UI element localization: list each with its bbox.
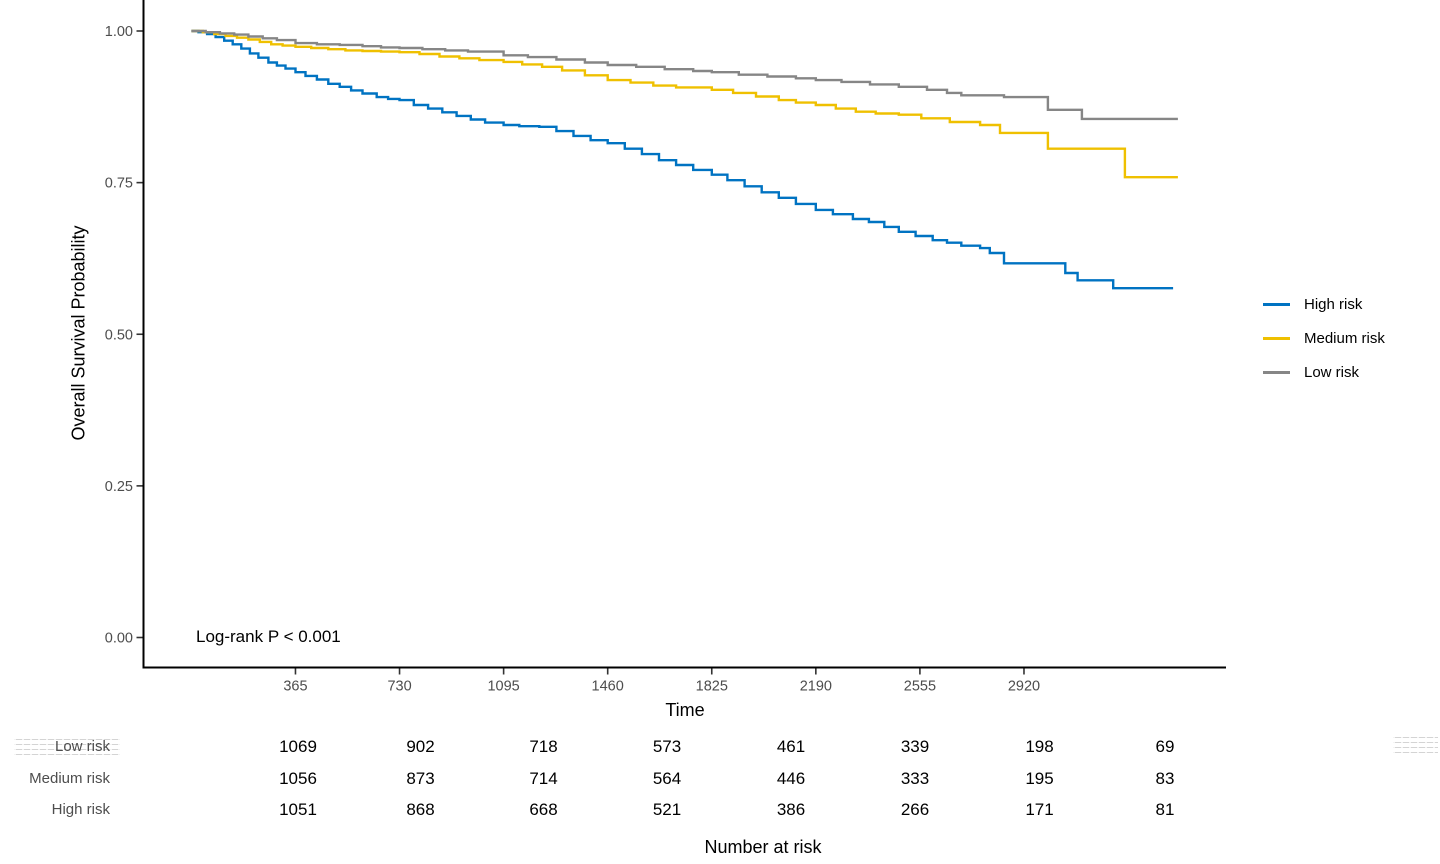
- risk-count: 198: [1025, 737, 1054, 756]
- logrank-annotation: Log-rank P < 0.001: [196, 627, 341, 646]
- x-tick-label: 2555: [904, 679, 936, 695]
- legend-item-low-risk: Low risk: [1263, 355, 1385, 389]
- risk-count: 573: [652, 737, 682, 756]
- x-tick-label: 1460: [592, 679, 624, 695]
- x-tick-label: 730: [387, 679, 411, 695]
- risk-row-label-medium-risk: Medium risk: [29, 769, 110, 787]
- selection-artifact-left: [14, 739, 120, 758]
- y-tick-label: 0.75: [105, 176, 133, 192]
- risk-count: 668: [529, 799, 558, 819]
- legend-item-medium-risk: Medium risk: [1263, 321, 1385, 355]
- legend-swatch: [1263, 302, 1290, 306]
- risk-count: 69: [1155, 737, 1175, 756]
- risk-count: 1056: [279, 768, 317, 788]
- risk-table-title: Number at risk: [704, 837, 822, 857]
- risk-count: 1051: [279, 799, 317, 819]
- risk-count: 714: [529, 768, 558, 788]
- risk-count: 333: [900, 768, 930, 788]
- legend: High risk Medium risk Low risk: [1263, 287, 1385, 389]
- risk-count: 171: [1025, 799, 1054, 819]
- risk-count: 81: [1155, 799, 1175, 819]
- risk-count: 83: [1155, 768, 1175, 788]
- y-tick-label: 1.00: [105, 24, 133, 40]
- risk-count: 266: [900, 799, 930, 819]
- legend-label: Low risk: [1304, 363, 1360, 381]
- risk-count: 446: [776, 768, 806, 788]
- legend-swatch: [1263, 370, 1290, 374]
- risk-count: 195: [1025, 768, 1054, 788]
- y-tick-label: 0.25: [105, 479, 133, 495]
- risk-count: 718: [529, 737, 558, 756]
- selection-artifact-right: [1393, 737, 1438, 756]
- legend-label: Medium risk: [1304, 329, 1385, 347]
- risk-count: 521: [652, 799, 682, 819]
- x-tick-label: 365: [283, 679, 307, 695]
- legend-label: High risk: [1304, 295, 1363, 313]
- risk-row-label-low-risk: Low risk: [54, 738, 110, 755]
- x-tick-label: 1825: [696, 679, 728, 695]
- risk-count: 1069: [279, 737, 317, 756]
- km-curve-low-risk: [191, 29, 1178, 121]
- x-tick-label: 2190: [800, 679, 832, 695]
- km-curve-medium-risk: [191, 29, 1178, 179]
- risk-count: 868: [406, 799, 435, 819]
- y-tick-label: 0.50: [105, 327, 133, 343]
- risk-count: 339: [900, 737, 930, 756]
- risk-count: 873: [406, 768, 435, 788]
- x-tick-label: 1095: [487, 679, 519, 695]
- x-tick-label: 2920: [1008, 679, 1040, 695]
- risk-count: 461: [776, 737, 806, 756]
- y-tick-label: 0.00: [105, 631, 133, 647]
- risk-count: 564: [652, 768, 682, 788]
- y-axis-title: Overall Survival Probability: [68, 225, 89, 441]
- legend-item-high-risk: High risk: [1263, 287, 1385, 321]
- risk-row-label-high-risk: High risk: [51, 800, 110, 818]
- km-curve-high-risk: [191, 29, 1174, 290]
- x-axis-title: Time: [665, 700, 705, 720]
- risk-count: 902: [406, 737, 435, 756]
- risk-count: 386: [776, 799, 806, 819]
- legend-swatch: [1263, 336, 1290, 340]
